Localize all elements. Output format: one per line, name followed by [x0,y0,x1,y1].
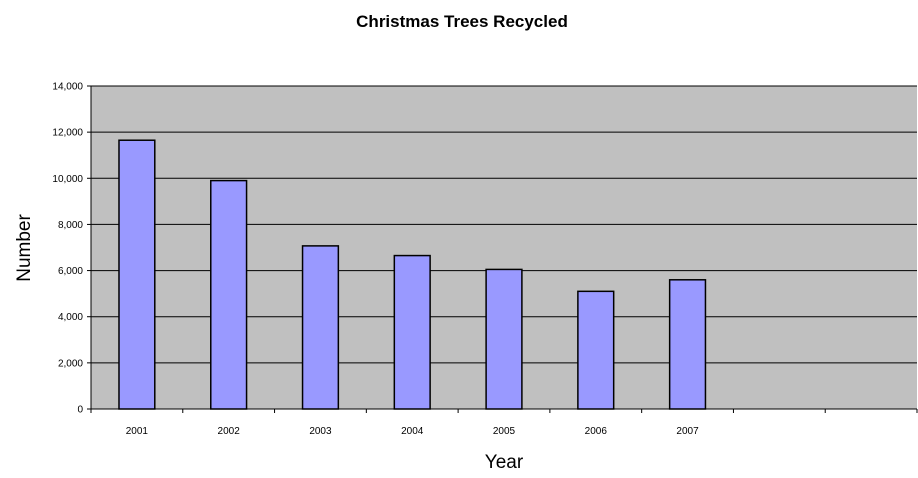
bar [668,279,707,410]
y-tick-label: 8,000 [58,220,83,231]
y-tick-label: 0 [77,405,83,416]
x-tick-label: 2003 [309,426,332,437]
y-tick-label: 14,000 [52,82,83,93]
bar [577,290,615,410]
x-tick-label: 2004 [401,426,424,437]
y-axis-ticks: 0 2,000 4,000 6,000 8,000 10,000 12,000 14,000 [52,82,91,416]
y-tick-label: 12,000 [52,128,83,139]
x-axis-ticks: 2001 2002 2003 2004 2005 2006 2007 [90,409,918,437]
y-axis-label: Number [14,214,35,282]
x-tick-label: 2002 [218,426,241,437]
y-tick-label: 4,000 [58,312,83,323]
x-tick-label: 2006 [585,426,608,437]
y-tick-label: 6,000 [58,266,83,277]
y-tick-label: 2,000 [58,358,83,369]
x-tick-label: 2001 [126,426,149,437]
bar [210,179,248,410]
bar [301,245,340,410]
x-tick-label: 2005 [493,426,516,437]
bar [485,268,523,410]
x-axis-label: Year [485,452,524,473]
y-tick-label: 10,000 [52,174,83,185]
bar [393,254,431,410]
bar [118,139,156,410]
chart-title: Christmas Trees Recycled [356,12,568,31]
x-tick-label: 2007 [676,426,699,437]
